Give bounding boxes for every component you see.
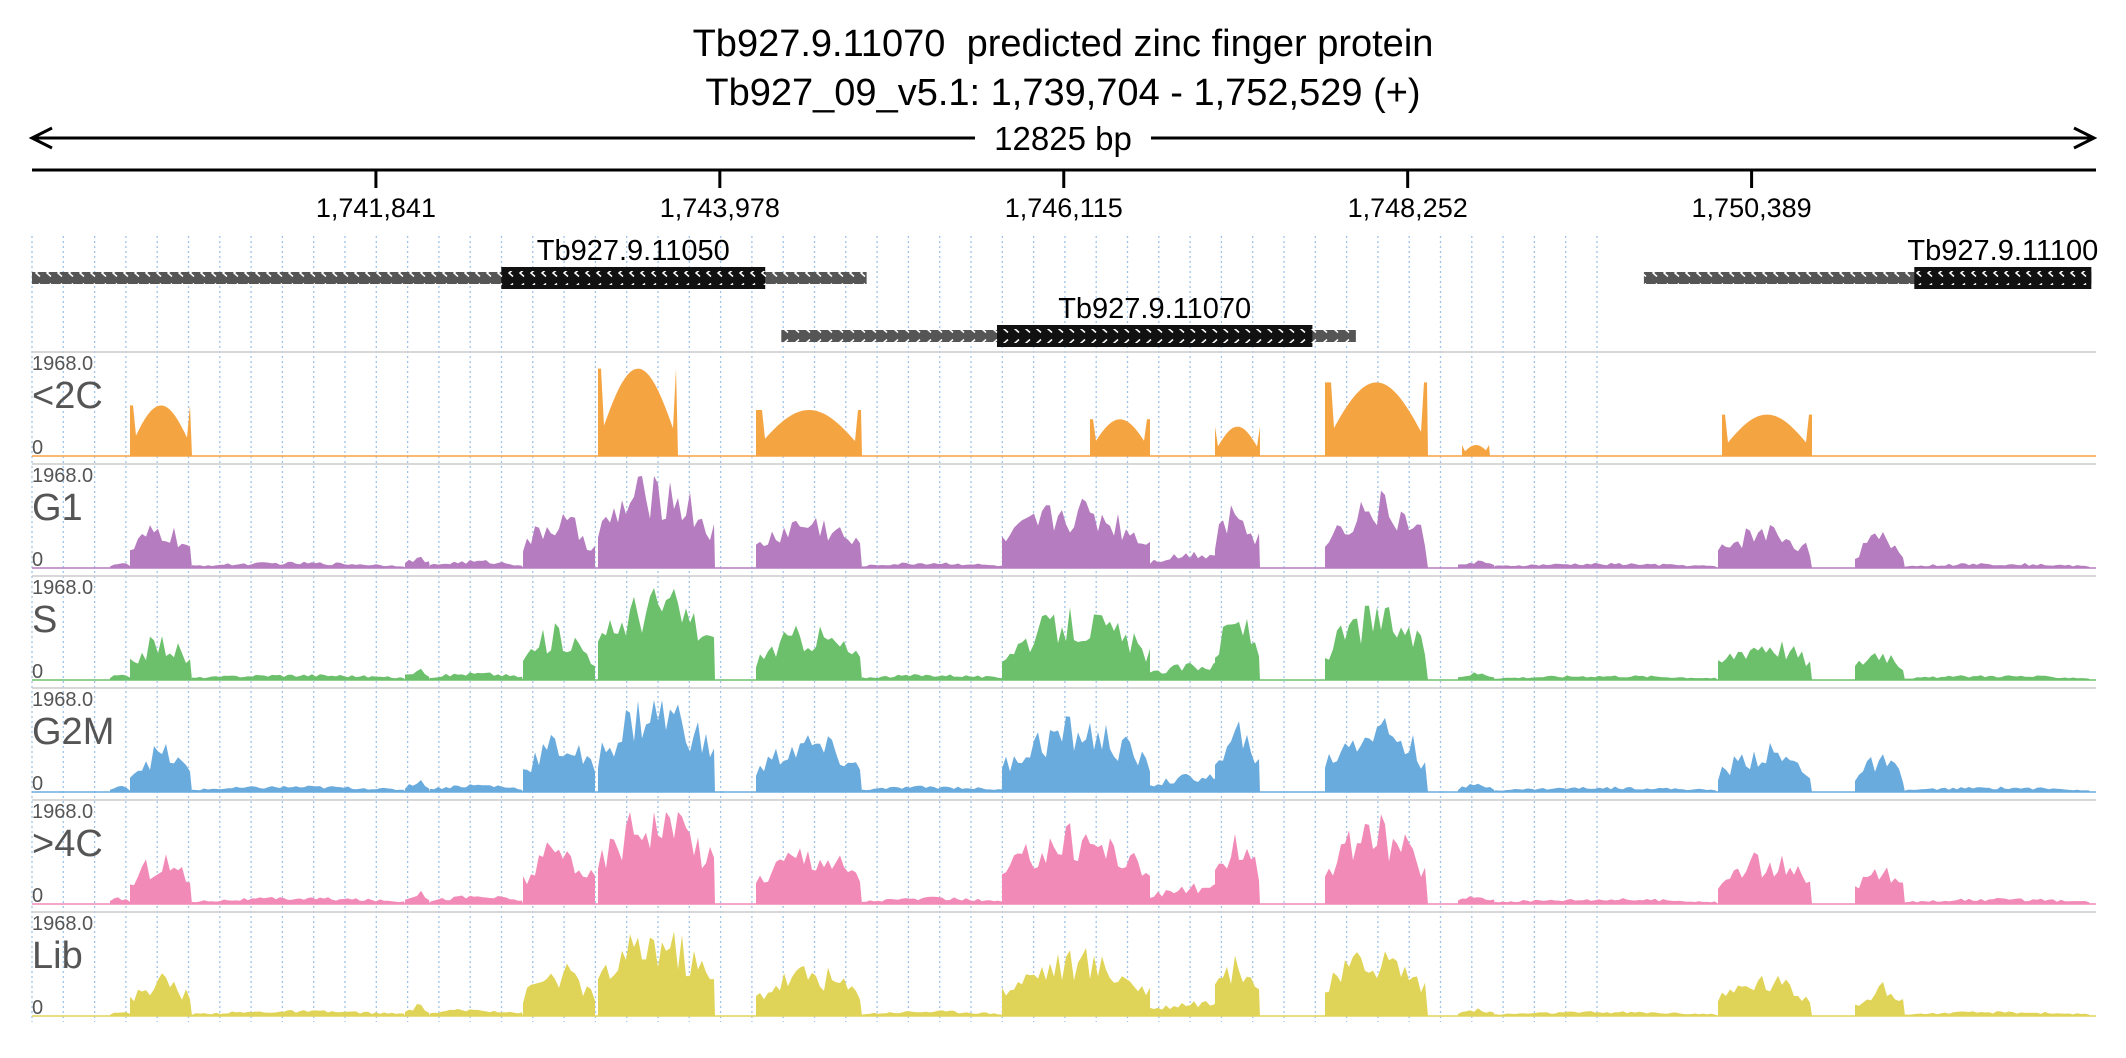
gene-Tb927.9.11050[interactable]: Tb927.9.11050	[32, 235, 867, 289]
ruler-tick-label: 1,748,252	[1348, 193, 1468, 223]
span-length-label: 12825 bp	[994, 120, 1132, 157]
track-5: 1968.0 0 Lib	[32, 911, 2096, 1019]
locus-label: Tb927_09_v5.1: 1,739,704 - 1,752,529 (+)	[705, 72, 1421, 114]
track-name: Lib	[32, 935, 83, 977]
ruler-ticks: 1,741,841 1,743,978 1,746,115 1,748,252 1,75…	[316, 170, 1812, 223]
track-max-label: 1968.0	[32, 353, 93, 375]
track-min-label: 0	[32, 997, 43, 1019]
coverage-tracks: 1968.00<2C1968.00G11968.00S1968.00G2M196…	[32, 351, 2096, 1019]
span-arrow-right-head	[2073, 126, 2098, 150]
gene-label: Tb927.9.11050	[537, 235, 730, 267]
track-name: G1	[32, 487, 83, 529]
track-name: <2C	[32, 375, 103, 417]
track-1: 1968.0 0 G1	[32, 463, 2096, 571]
strand-chevrons	[781, 329, 1356, 343]
coverage-area	[32, 588, 2096, 680]
gene-label: Tb927.9.11100	[1907, 235, 2098, 267]
coverage-area	[32, 476, 2096, 568]
track-2: 1968.0 0 S	[32, 575, 2096, 683]
gene-id: Tb927.9.11070	[692, 23, 946, 65]
track-min-label: 0	[32, 549, 43, 571]
strand-chevrons	[1643, 271, 2092, 285]
strand-chevrons	[32, 271, 867, 285]
coverage-area	[32, 700, 2096, 792]
gene-Tb927.9.11070[interactable]: Tb927.9.11070	[781, 293, 1356, 347]
gene-title: Tb927.9.11070 predicted zinc finger prot…	[0, 22, 2126, 66]
track-min-label: 0	[32, 773, 43, 795]
gene-Tb927.9.11100[interactable]: Tb927.9.11100	[1643, 235, 2098, 289]
span-arrow-left-head	[28, 126, 53, 150]
track-name: G2M	[32, 711, 114, 753]
track-min-label: 0	[32, 661, 43, 683]
ruler-tick-label: 1,743,978	[660, 193, 780, 223]
gene-label: Tb927.9.11070	[1058, 293, 1251, 325]
track-name: S	[32, 599, 57, 641]
track-max-label: 1968.0	[32, 577, 93, 599]
track-3: 1968.0 0 G2M	[32, 687, 2096, 795]
gene-models: Tb927.9.11050 Tb927.9.11070 Tb927.9.11100	[32, 235, 2098, 347]
track-4: 1968.0 0 >4C	[32, 799, 2096, 907]
coverage-area	[32, 368, 2096, 456]
track-max-label: 1968.0	[32, 465, 93, 487]
track-max-label: 1968.0	[32, 801, 93, 823]
gene-description: predicted zinc finger protein	[966, 23, 1434, 65]
gridlines	[31, 236, 1598, 1022]
ruler-tick-label: 1,741,841	[316, 193, 436, 223]
track-0: 1968.0 0 <2C	[32, 351, 2096, 459]
coverage-area	[32, 931, 2096, 1016]
track-min-label: 0	[32, 437, 43, 459]
track-name: >4C	[32, 823, 103, 865]
track-max-label: 1968.0	[32, 689, 93, 711]
ruler-tick-label: 1,750,389	[1692, 193, 1812, 223]
ruler-tick-label: 1,746,115	[1005, 193, 1123, 223]
track-max-label: 1968.0	[32, 913, 93, 935]
track-min-label: 0	[32, 885, 43, 907]
coverage-area	[32, 812, 2096, 904]
